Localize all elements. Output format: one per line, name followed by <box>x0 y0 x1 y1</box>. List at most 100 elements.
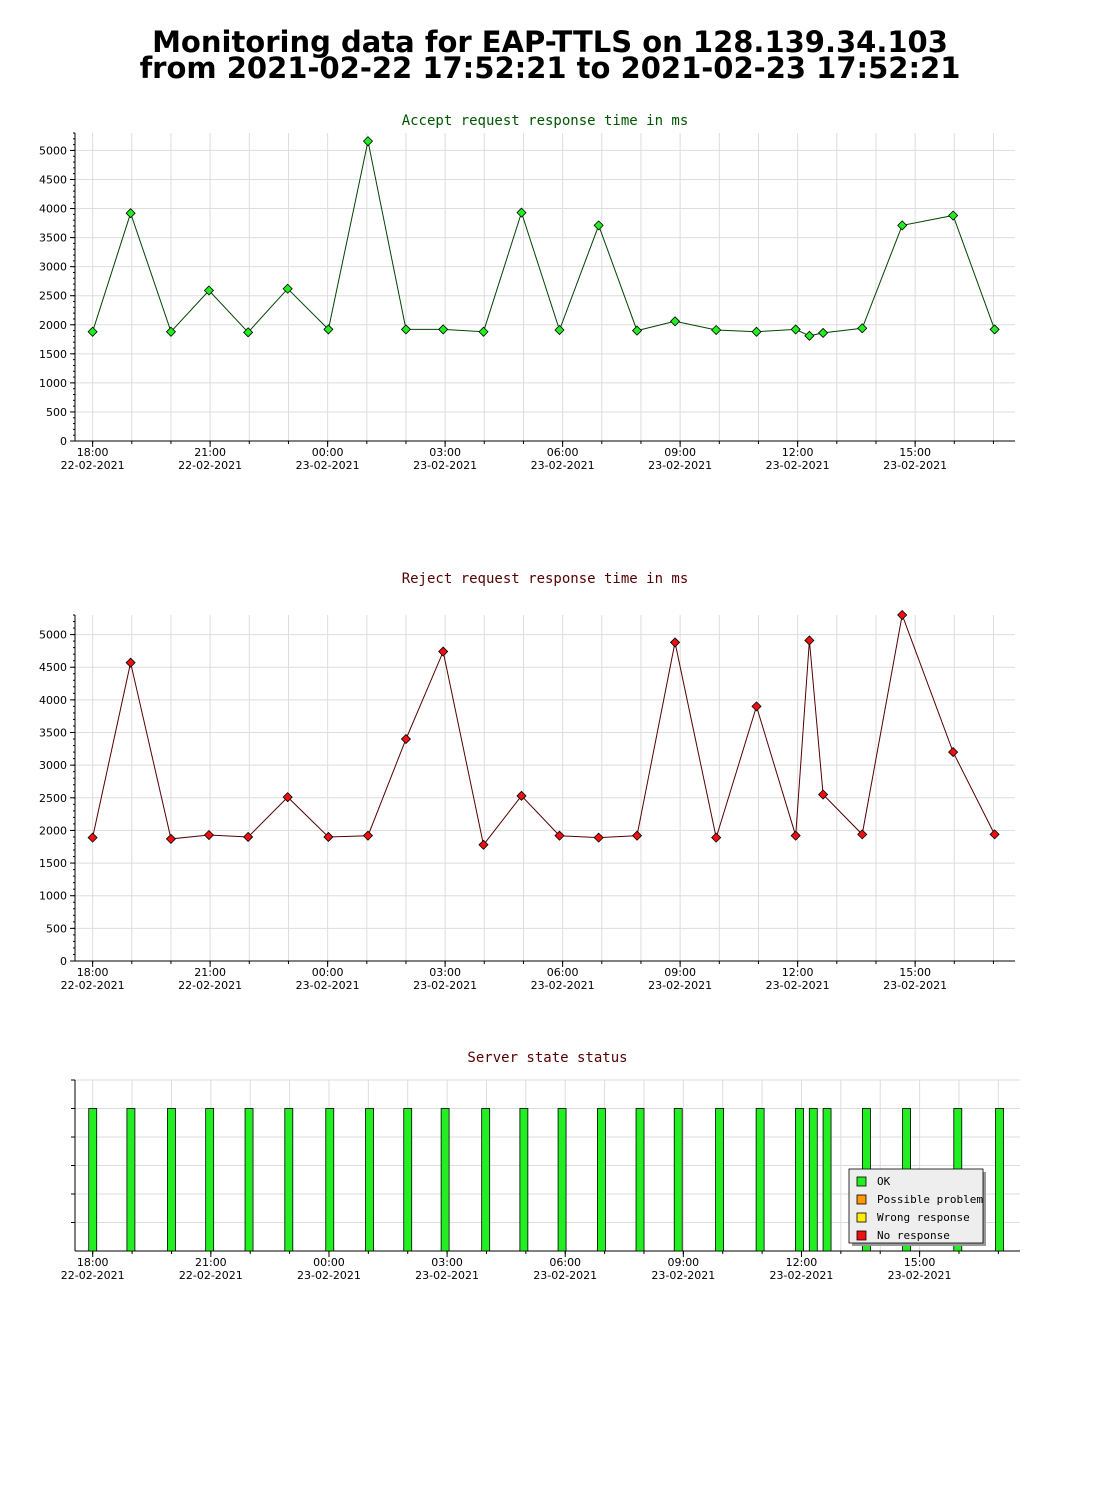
x-tick-label-date: 22-02-2021 <box>61 979 125 992</box>
status-bar <box>284 1108 294 1252</box>
data-point <box>751 326 762 337</box>
y-tick-label: 1000 <box>39 890 67 903</box>
x-tick-label-date: 23-02-2021 <box>296 459 360 472</box>
x-tick-label-time: 18:00 <box>77 446 109 459</box>
data-point <box>631 325 643 336</box>
x-tick-label-date: 23-02-2021 <box>296 979 360 992</box>
data-point <box>818 327 829 338</box>
data-point <box>631 830 643 841</box>
y-tick-label: 2000 <box>39 319 67 332</box>
x-tick-label-time: 21:00 <box>194 966 226 979</box>
data-point <box>87 832 98 843</box>
page-title-line-1: Monitoring data for EAP-TTLS on 128.139.… <box>152 25 948 59</box>
status-bar <box>557 1108 567 1252</box>
x-tick-label-date: 23-02-2021 <box>297 1269 361 1282</box>
status-bar <box>597 1108 606 1252</box>
y-tick-label: 5000 <box>39 629 67 642</box>
server-state-status-chart: Server state status18:0022-02-202121:002… <box>61 1050 1020 1282</box>
x-tick-label-time: 00:00 <box>312 966 344 979</box>
x-tick-label-time: 12:00 <box>782 446 814 459</box>
data-point <box>87 326 98 337</box>
x-tick-label-date: 22-02-2021 <box>61 459 125 472</box>
data-point <box>711 832 722 843</box>
data-point <box>438 324 449 335</box>
y-tick-label: 5000 <box>39 144 67 157</box>
data-point <box>818 789 829 800</box>
x-tick-label-time: 03:00 <box>429 446 461 459</box>
y-tick-label: 3500 <box>39 232 67 245</box>
chart-title: Server state status <box>467 1050 627 1066</box>
data-point <box>857 323 868 334</box>
data-point <box>362 830 374 841</box>
y-tick-label: 2500 <box>39 290 67 303</box>
data-point <box>400 324 412 335</box>
chart-title: Accept request response time in ms <box>402 113 689 129</box>
x-tick-label-time: 15:00 <box>904 1256 936 1269</box>
legend-box <box>848 1168 984 1244</box>
x-tick-label-date: 22-02-2021 <box>179 1269 243 1282</box>
y-tick-label: 500 <box>46 922 67 935</box>
x-tick-label-time: 06:00 <box>549 1256 581 1269</box>
data-point <box>804 635 815 646</box>
legend-swatch <box>856 1212 867 1223</box>
data-point <box>593 832 604 843</box>
x-tick-label-time: 09:00 <box>664 446 696 459</box>
y-tick-label: 3000 <box>39 759 67 772</box>
data-point <box>554 830 565 841</box>
x-tick-label-time: 21:00 <box>194 446 226 459</box>
data-point <box>897 220 908 231</box>
data-point <box>323 831 334 843</box>
y-tick-label: 2500 <box>39 792 67 805</box>
data-point <box>203 285 215 296</box>
status-bar <box>205 1108 215 1252</box>
data-point <box>243 327 254 338</box>
data-point <box>554 324 565 336</box>
accept-response-time-chart: Accept request response time in ms18:002… <box>39 113 1015 472</box>
x-tick-label-time: 12:00 <box>782 966 814 979</box>
data-point <box>948 747 959 758</box>
reject-response-time-chart: Reject request response time in ms18:002… <box>39 571 1015 992</box>
y-tick-label: 4000 <box>39 694 67 707</box>
y-tick-label: 500 <box>46 406 67 419</box>
data-point <box>478 326 489 337</box>
data-point <box>516 207 527 218</box>
x-tick-label-date: 23-02-2021 <box>413 459 477 472</box>
x-tick-label-date: 23-02-2021 <box>648 979 712 992</box>
data-point <box>282 792 293 803</box>
x-tick-label-date: 23-02-2021 <box>531 979 595 992</box>
x-tick-label-time: 18:00 <box>77 966 109 979</box>
status-bar <box>167 1108 176 1252</box>
status-bar <box>481 1108 491 1252</box>
x-tick-label-time: 03:00 <box>431 1256 463 1269</box>
x-tick-label-date: 23-02-2021 <box>651 1269 715 1282</box>
data-point <box>125 657 136 668</box>
status-bar <box>673 1108 683 1252</box>
y-tick-label: 3500 <box>39 727 67 740</box>
x-tick-label-date: 23-02-2021 <box>413 979 477 992</box>
x-tick-label-date: 23-02-2021 <box>766 979 830 992</box>
data-point <box>711 324 722 336</box>
legend-label: OK <box>877 1175 891 1188</box>
y-tick-label: 4500 <box>39 661 67 674</box>
data-point <box>516 790 527 801</box>
y-tick-label: 1500 <box>39 348 67 361</box>
x-tick-label-date: 23-02-2021 <box>766 459 830 472</box>
data-point <box>203 829 215 841</box>
data-point <box>790 324 801 335</box>
status-bar <box>440 1108 450 1252</box>
y-tick-label: 1500 <box>39 857 67 870</box>
x-tick-label-time: 15:00 <box>899 966 931 979</box>
x-tick-label-date: 23-02-2021 <box>531 459 595 472</box>
data-point <box>400 733 412 745</box>
x-tick-label-time: 00:00 <box>312 446 344 459</box>
page-title-line-2: from 2021-02-22 17:52:21 to 2021-02-23 1… <box>139 51 961 85</box>
data-point <box>282 283 293 294</box>
legend-label: No response <box>877 1229 950 1242</box>
x-tick-label-time: 12:00 <box>786 1256 818 1269</box>
status-bar <box>795 1108 804 1252</box>
status-bar <box>755 1108 765 1252</box>
status-bar <box>519 1108 529 1252</box>
data-point <box>362 136 374 147</box>
status-bar <box>822 1108 832 1252</box>
series-line <box>92 613 996 846</box>
